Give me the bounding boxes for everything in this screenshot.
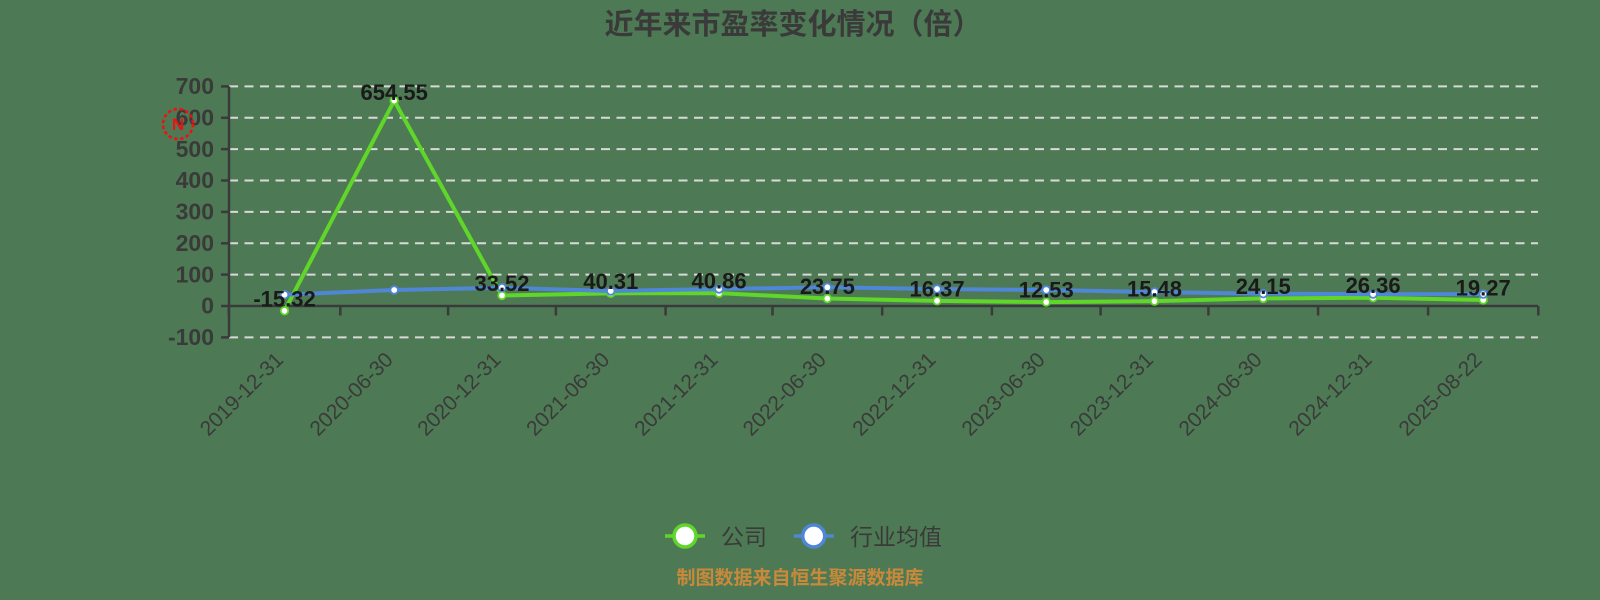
svg-text:行业均值: 行业均值 [850, 524, 942, 550]
svg-text:16.37: 16.37 [910, 276, 965, 301]
svg-text:26.36: 26.36 [1346, 273, 1401, 298]
svg-text:654.55: 654.55 [361, 80, 428, 105]
svg-text:15.48: 15.48 [1127, 277, 1182, 302]
svg-text:12.53: 12.53 [1019, 278, 1074, 303]
svg-text:公司: 公司 [721, 524, 767, 550]
svg-text:近年来市盈率变化情况（倍）: 近年来市盈率变化情况（倍） [604, 8, 981, 41]
svg-text:40.31: 40.31 [583, 269, 638, 294]
svg-text:400: 400 [176, 167, 214, 193]
svg-text:N: N [172, 115, 184, 134]
svg-text:700: 700 [176, 73, 214, 99]
svg-text:23.75: 23.75 [800, 274, 855, 299]
svg-text:33.52: 33.52 [474, 271, 529, 296]
svg-text:0: 0 [201, 293, 214, 319]
svg-text:制图数据来自恒生聚源数据库: 制图数据来自恒生聚源数据库 [676, 567, 923, 589]
svg-text:200: 200 [176, 230, 214, 256]
svg-text:100: 100 [176, 261, 214, 287]
svg-text:-15.32: -15.32 [253, 286, 315, 311]
svg-text:24.15: 24.15 [1236, 274, 1291, 299]
svg-text:19.27: 19.27 [1456, 275, 1511, 300]
svg-text:300: 300 [176, 199, 214, 225]
svg-text:40.86: 40.86 [692, 269, 747, 294]
svg-text:-100: -100 [168, 324, 214, 350]
